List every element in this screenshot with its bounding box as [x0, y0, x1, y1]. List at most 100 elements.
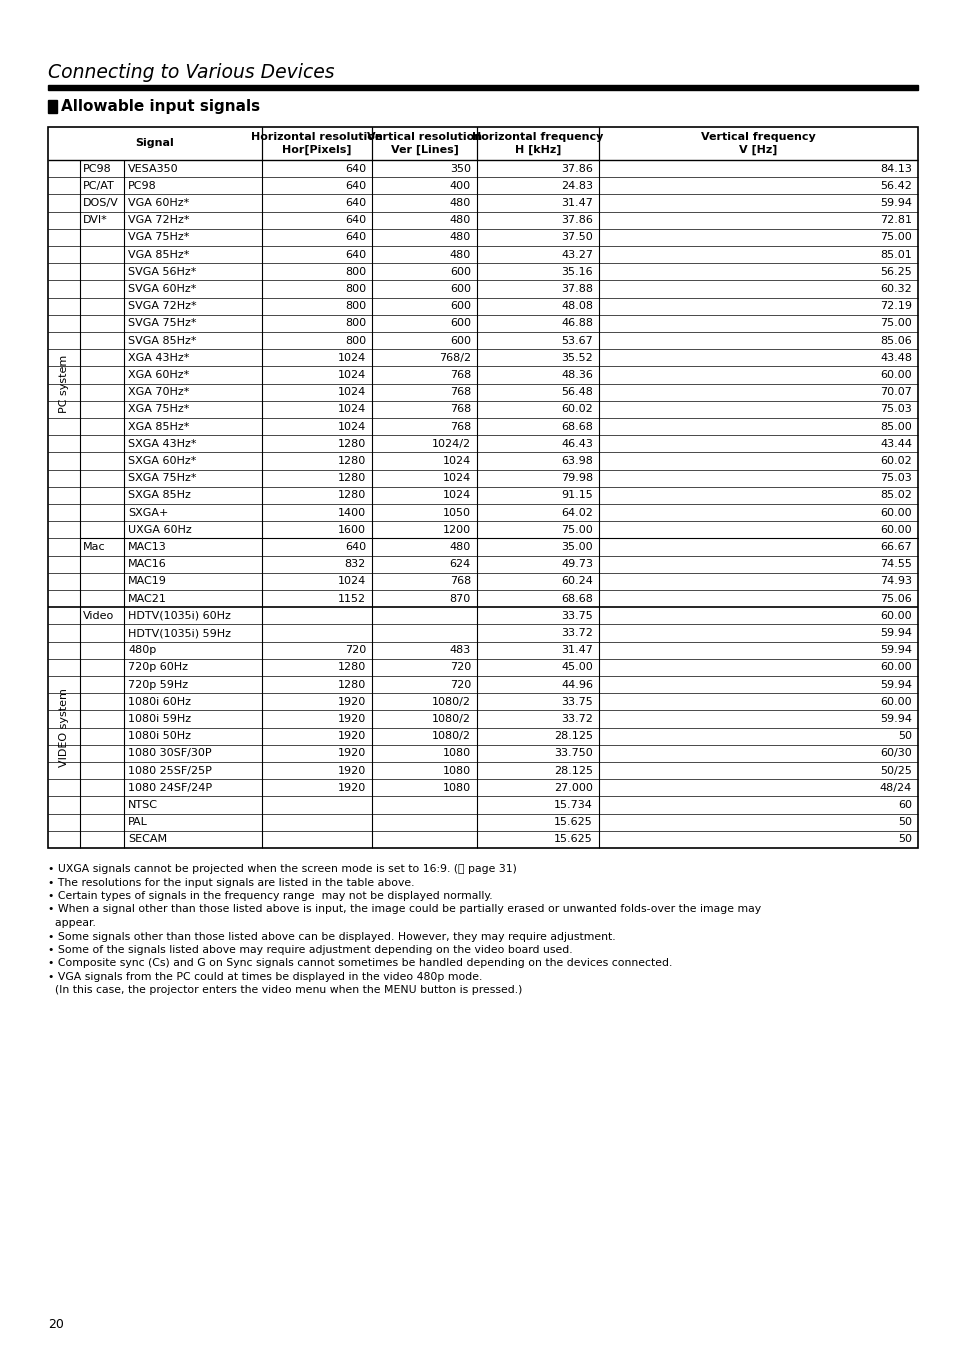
- Text: VGA 60Hz*: VGA 60Hz*: [128, 199, 189, 208]
- Text: 60: 60: [897, 800, 911, 811]
- Text: 59.94: 59.94: [879, 680, 911, 689]
- Text: DVI*: DVI*: [83, 215, 108, 226]
- Text: 640: 640: [345, 232, 366, 242]
- Text: 68.68: 68.68: [560, 593, 593, 604]
- Text: 1920: 1920: [337, 782, 366, 793]
- Text: 480: 480: [449, 542, 471, 553]
- Text: 72.19: 72.19: [879, 301, 911, 311]
- Text: 640: 640: [345, 542, 366, 553]
- Text: 60/30: 60/30: [880, 748, 911, 758]
- Text: 480: 480: [449, 250, 471, 259]
- Text: 72.81: 72.81: [879, 215, 911, 226]
- Text: 15.625: 15.625: [554, 817, 593, 827]
- Text: SXGA 60Hz*: SXGA 60Hz*: [128, 457, 196, 466]
- Text: 56.48: 56.48: [560, 388, 593, 397]
- Text: 480: 480: [449, 215, 471, 226]
- Text: 1080/2: 1080/2: [432, 697, 471, 707]
- Bar: [48, 100, 57, 113]
- Text: 1280: 1280: [337, 457, 366, 466]
- Text: 480p: 480p: [128, 646, 156, 655]
- Text: 1080 30SF/30P: 1080 30SF/30P: [128, 748, 212, 758]
- Text: 480: 480: [449, 199, 471, 208]
- Text: 720: 720: [344, 646, 366, 655]
- Text: 33.72: 33.72: [560, 713, 593, 724]
- Text: 1024/2: 1024/2: [432, 439, 471, 449]
- Text: VESA350: VESA350: [128, 163, 178, 173]
- Text: 84.13: 84.13: [880, 163, 911, 173]
- Text: Horizontal resolution
Hor[Pixels]: Horizontal resolution Hor[Pixels]: [251, 132, 382, 155]
- Text: • Some of the signals listed above may require adjustment depending on the video: • Some of the signals listed above may r…: [48, 944, 572, 955]
- Text: 46.43: 46.43: [560, 439, 593, 449]
- Text: 35.52: 35.52: [560, 353, 593, 363]
- Text: 768: 768: [449, 577, 471, 586]
- Text: 600: 600: [450, 301, 471, 311]
- Text: SXGA+: SXGA+: [128, 508, 168, 517]
- Text: 35.00: 35.00: [560, 542, 593, 553]
- Text: 48/24: 48/24: [879, 782, 911, 793]
- Text: 1050: 1050: [442, 508, 471, 517]
- Text: 600: 600: [450, 284, 471, 295]
- Text: Video: Video: [83, 611, 114, 621]
- Text: 1280: 1280: [337, 662, 366, 673]
- Text: 1024: 1024: [337, 353, 366, 363]
- Text: 832: 832: [344, 559, 366, 569]
- Text: 53.67: 53.67: [560, 335, 593, 346]
- Text: 768: 768: [449, 404, 471, 415]
- Text: 1920: 1920: [337, 748, 366, 758]
- Text: XGA 43Hz*: XGA 43Hz*: [128, 353, 190, 363]
- Text: SVGA 60Hz*: SVGA 60Hz*: [128, 284, 196, 295]
- Text: 1280: 1280: [337, 439, 366, 449]
- Text: 1024: 1024: [442, 473, 471, 484]
- Text: Mac: Mac: [83, 542, 106, 553]
- Text: VGA 75Hz*: VGA 75Hz*: [128, 232, 190, 242]
- Text: SXGA 43Hz*: SXGA 43Hz*: [128, 439, 196, 449]
- Text: 33.72: 33.72: [560, 628, 593, 638]
- Text: 1024: 1024: [337, 370, 366, 380]
- Text: MAC16: MAC16: [128, 559, 167, 569]
- Text: 1024: 1024: [442, 490, 471, 500]
- Text: VGA 72Hz*: VGA 72Hz*: [128, 215, 190, 226]
- Text: 60.00: 60.00: [880, 524, 911, 535]
- Text: 60.00: 60.00: [880, 697, 911, 707]
- Text: VIDEO system: VIDEO system: [59, 688, 69, 767]
- Text: Allowable input signals: Allowable input signals: [61, 99, 260, 113]
- Text: Connecting to Various Devices: Connecting to Various Devices: [48, 63, 335, 82]
- Text: 60.02: 60.02: [560, 404, 593, 415]
- Text: 64.02: 64.02: [560, 508, 593, 517]
- Text: 768: 768: [449, 370, 471, 380]
- Text: 31.47: 31.47: [560, 199, 593, 208]
- Text: UXGA 60Hz: UXGA 60Hz: [128, 524, 192, 535]
- Text: 1024: 1024: [337, 577, 366, 586]
- Text: 60.00: 60.00: [880, 508, 911, 517]
- Text: 59.94: 59.94: [879, 713, 911, 724]
- Text: SECAM: SECAM: [128, 835, 167, 844]
- Text: 68.68: 68.68: [560, 422, 593, 431]
- Text: 1920: 1920: [337, 731, 366, 742]
- Text: 85.00: 85.00: [880, 422, 911, 431]
- Text: 800: 800: [345, 319, 366, 328]
- Text: 48.08: 48.08: [560, 301, 593, 311]
- Text: HDTV(1035i) 59Hz: HDTV(1035i) 59Hz: [128, 628, 231, 638]
- Text: 24.83: 24.83: [560, 181, 593, 190]
- Text: 1080/2: 1080/2: [432, 713, 471, 724]
- Text: 1280: 1280: [337, 490, 366, 500]
- Text: 59.94: 59.94: [879, 628, 911, 638]
- Text: 43.44: 43.44: [879, 439, 911, 449]
- Text: 79.98: 79.98: [560, 473, 593, 484]
- Text: PC system: PC system: [59, 354, 69, 412]
- Text: 800: 800: [345, 301, 366, 311]
- Text: MAC19: MAC19: [128, 577, 167, 586]
- Text: 91.15: 91.15: [560, 490, 593, 500]
- Text: • Certain types of signals in the frequency range  may not be displayed normally: • Certain types of signals in the freque…: [48, 892, 492, 901]
- Text: PAL: PAL: [128, 817, 148, 827]
- Text: XGA 60Hz*: XGA 60Hz*: [128, 370, 189, 380]
- Text: DOS/V: DOS/V: [83, 199, 118, 208]
- Text: 35.16: 35.16: [560, 266, 593, 277]
- Text: 60.02: 60.02: [880, 457, 911, 466]
- Text: 600: 600: [450, 335, 471, 346]
- Text: 60.24: 60.24: [560, 577, 593, 586]
- Text: 59.94: 59.94: [879, 646, 911, 655]
- Text: 1080: 1080: [442, 748, 471, 758]
- Text: 50: 50: [897, 731, 911, 742]
- Text: 60.00: 60.00: [880, 662, 911, 673]
